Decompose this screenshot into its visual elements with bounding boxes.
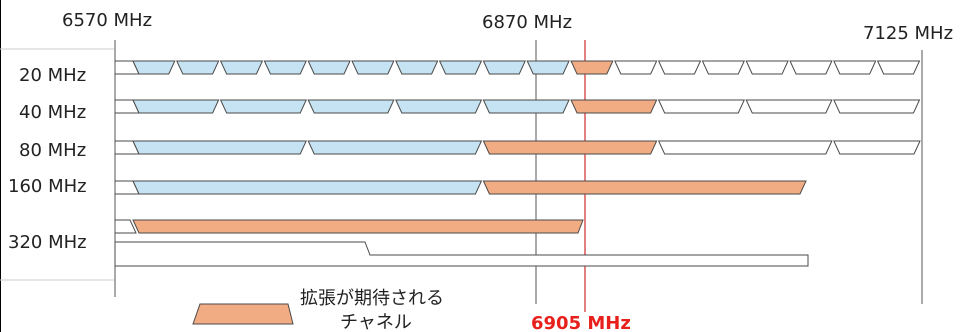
row-label-80: 80 MHz — [19, 140, 86, 161]
channel-block — [482, 140, 658, 155]
frame-left-border — [0, 0, 1, 332]
channel-block — [351, 60, 395, 75]
channel-block — [833, 99, 921, 114]
channel-block — [219, 99, 307, 114]
channel-block — [833, 140, 921, 155]
marker-frequency-label: 6905 MHz — [531, 313, 631, 332]
channel-block — [570, 60, 614, 75]
channel-block — [657, 99, 746, 114]
channel-block — [526, 60, 570, 75]
channel-block — [701, 60, 746, 75]
row-label-20: 20 MHz — [19, 65, 86, 86]
channel-row-160 — [115, 180, 807, 195]
channel-row-320 — [114, 219, 809, 267]
channel-block — [570, 99, 658, 114]
channel-block — [789, 60, 833, 75]
channel-block — [745, 99, 833, 114]
channel-block — [263, 60, 307, 75]
channel-row-20 — [115, 60, 921, 75]
channel-block — [395, 99, 483, 114]
freq-label-mid: 6870 MHz — [482, 12, 572, 33]
legend-text-line1: 拡張が期待される — [300, 288, 444, 309]
channel-rows — [114, 60, 921, 267]
channel-block — [307, 140, 483, 155]
legend-text-line2: チャネル — [340, 312, 412, 332]
channel-block — [438, 60, 483, 75]
channel-block — [482, 99, 570, 114]
channel-block — [482, 60, 527, 75]
channel-block-expected — [132, 219, 584, 234]
row-label-320: 320 MHz — [8, 232, 87, 253]
row-stub — [115, 219, 137, 234]
channel-block — [745, 60, 789, 75]
channel-block — [132, 180, 483, 195]
channel-block — [307, 60, 351, 75]
legend — [192, 303, 294, 325]
channel-block — [614, 60, 658, 75]
channel-block — [876, 60, 921, 75]
channel-block — [833, 60, 877, 75]
channel-block — [482, 180, 807, 195]
channel-row-40 — [115, 99, 921, 114]
freq-label-start: 6570 MHz — [62, 10, 152, 31]
channel-block — [219, 60, 264, 75]
row-label-160: 160 MHz — [8, 176, 87, 197]
guide-lines — [0, 40, 923, 312]
freq-label-end: 7125 MHz — [863, 23, 953, 44]
channel-block — [176, 60, 220, 75]
channel-row-80 — [115, 140, 921, 155]
channel-block — [657, 60, 702, 75]
channel-block-outline — [114, 241, 809, 267]
channel-block — [395, 60, 439, 75]
row-label-40: 40 MHz — [19, 102, 86, 123]
channel-block — [132, 60, 176, 75]
channel-block — [657, 140, 833, 155]
channel-block — [132, 140, 307, 155]
channel-block — [307, 99, 395, 114]
channel-block — [132, 99, 220, 114]
labels: 6570 MHz 6870 MHz 7125 MHz 6905 MHz 20 M… — [8, 10, 953, 332]
legend-swatch — [192, 303, 294, 325]
